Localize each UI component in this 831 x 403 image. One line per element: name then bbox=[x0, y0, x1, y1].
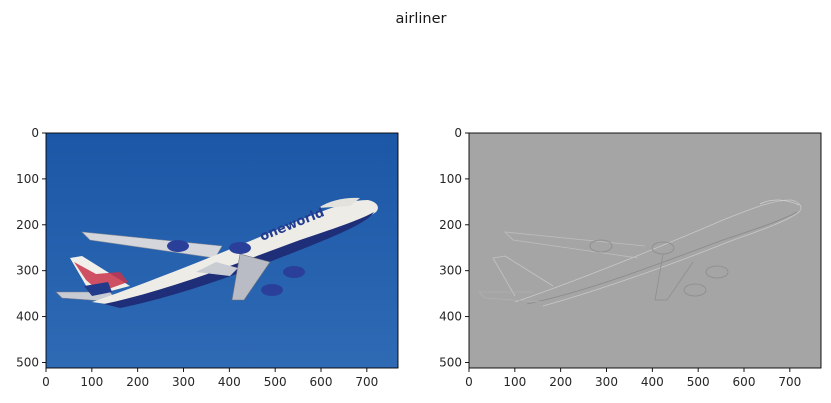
x-tick-label: 500 bbox=[264, 375, 287, 389]
lower-wing bbox=[231, 253, 271, 301]
y-tick-label: 0 bbox=[454, 126, 462, 140]
tail-livery bbox=[74, 262, 128, 292]
x-tick-label: 400 bbox=[218, 375, 241, 389]
engine bbox=[261, 284, 283, 296]
x-tick-label: 700 bbox=[355, 375, 378, 389]
x-tick-label: 200 bbox=[126, 375, 149, 389]
edge-wing bbox=[654, 253, 694, 301]
y-tick-label: 500 bbox=[439, 355, 462, 369]
engine bbox=[229, 242, 251, 254]
x-tick-label: 300 bbox=[172, 375, 195, 389]
tail-livery-blue bbox=[84, 282, 112, 296]
edge-cockpit bbox=[759, 199, 800, 206]
y-tick-label: 300 bbox=[439, 264, 462, 278]
edge-tail bbox=[492, 255, 554, 297]
fuselage-belly bbox=[104, 212, 374, 308]
x-tick-label: 200 bbox=[549, 375, 572, 389]
edge-fuselage bbox=[526, 211, 798, 305]
sky-background bbox=[46, 133, 398, 368]
y-tick-label: 400 bbox=[16, 310, 39, 324]
x-tick-label: 100 bbox=[503, 375, 526, 389]
edge-engine bbox=[683, 283, 707, 297]
engine bbox=[283, 266, 305, 278]
y-tick-label: 100 bbox=[439, 172, 462, 186]
edge-map bbox=[469, 133, 821, 368]
x-tick-label: 300 bbox=[595, 375, 618, 389]
edge-engine bbox=[651, 241, 675, 255]
edge-engine bbox=[589, 239, 613, 253]
axes-photo: oneworld 0 100 200 300 400 500 600 700 0 100 200 3… bbox=[16, 126, 399, 389]
edge-stabilizer bbox=[478, 291, 542, 303]
y-tick-label: 100 bbox=[16, 172, 39, 186]
x-tick-label: 0 bbox=[42, 375, 50, 389]
edge-background bbox=[469, 133, 821, 368]
y-ticks: 0 100 200 300 400 500 bbox=[16, 126, 46, 369]
x-tick-label: 100 bbox=[80, 375, 103, 389]
y-tick-label: 500 bbox=[16, 355, 39, 369]
engines bbox=[167, 240, 305, 296]
y-tick-label: 400 bbox=[439, 310, 462, 324]
y-ticks: 0 100 200 300 400 500 bbox=[439, 126, 469, 369]
edge-engine bbox=[705, 265, 729, 279]
y-tick-label: 200 bbox=[16, 218, 39, 232]
x-tick-label: 600 bbox=[733, 375, 756, 389]
x-ticks: 0 100 200 300 400 500 600 700 bbox=[42, 368, 378, 389]
y-tick-label: 0 bbox=[31, 126, 39, 140]
x-tick-label: 400 bbox=[641, 375, 664, 389]
airliner-photo: oneworld bbox=[46, 133, 398, 368]
x-tick-label: 0 bbox=[465, 375, 473, 389]
cockpit-hump bbox=[318, 197, 360, 208]
engine bbox=[167, 240, 189, 252]
y-tick-label: 200 bbox=[439, 218, 462, 232]
upper-wing bbox=[81, 231, 223, 259]
axes-edges: 0 100 200 300 400 500 600 700 0 100 200 300 400 500 bbox=[439, 126, 822, 389]
x-tick-label: 700 bbox=[778, 375, 801, 389]
lower-wing-flap bbox=[196, 262, 238, 276]
axes-frame bbox=[468, 132, 822, 369]
x-ticks: 0 100 200 300 400 500 600 700 bbox=[465, 368, 801, 389]
edge-outlines bbox=[478, 199, 802, 307]
axes-frame bbox=[45, 132, 399, 369]
x-tick-label: 500 bbox=[687, 375, 710, 389]
y-tick-label: 300 bbox=[16, 264, 39, 278]
x-tick-label: 600 bbox=[310, 375, 333, 389]
figure-title: airliner bbox=[395, 11, 446, 27]
edge-fuselage bbox=[514, 199, 802, 307]
edge-wing bbox=[503, 231, 646, 259]
